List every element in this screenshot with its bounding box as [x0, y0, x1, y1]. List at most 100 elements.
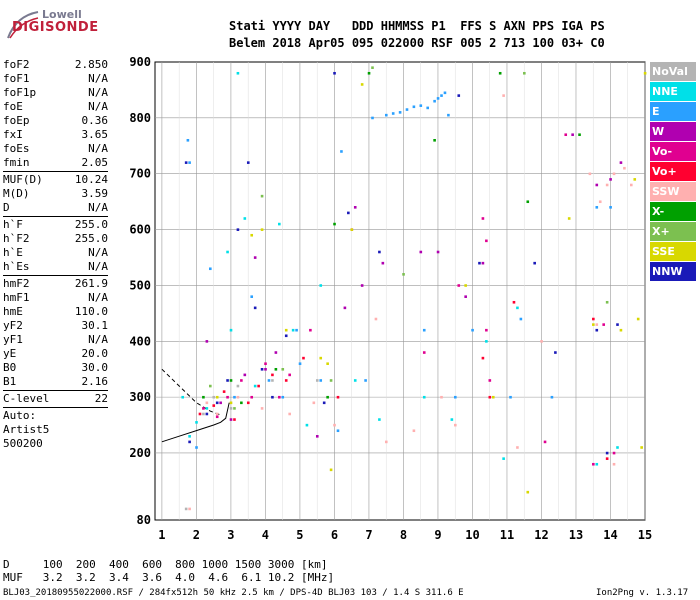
echo-point: [284, 334, 288, 338]
param-value: 20.0: [81, 347, 109, 360]
echo-point: [360, 83, 364, 86]
param-value: 3.59: [81, 187, 109, 200]
echo-point: [481, 356, 485, 360]
legend-item: SSW: [650, 182, 696, 201]
echo-point: [205, 340, 209, 343]
param-row: 500200: [3, 437, 108, 451]
y-tick-label: 700: [129, 167, 151, 181]
param-row: foF1p N/A: [3, 86, 108, 100]
echo-point: [312, 401, 316, 405]
param-row: fmin 2.05: [3, 156, 108, 170]
echo-point: [412, 429, 416, 433]
param-value: 261.9: [74, 277, 108, 290]
param-value: 0.36: [81, 114, 109, 127]
param-key: foF1: [3, 72, 30, 85]
echo-point: [319, 379, 323, 382]
echo-point: [195, 446, 198, 449]
echo-point: [509, 395, 512, 399]
echo-point: [384, 440, 388, 444]
echo-point: [523, 71, 526, 75]
echo-point: [205, 407, 209, 410]
param-key: foEs: [3, 142, 30, 155]
echo-point: [233, 418, 236, 421]
echo-point: [188, 440, 191, 444]
echo-point: [271, 373, 274, 377]
y-tick-label: 80: [137, 513, 151, 527]
echo-point: [422, 351, 426, 354]
echo-point: [271, 395, 274, 399]
echo-point: [526, 200, 530, 204]
param-key: yF1: [3, 333, 23, 346]
param-value: 2.16: [81, 375, 109, 388]
echo-point: [426, 106, 430, 110]
echo-point: [295, 328, 298, 332]
param-value: 2.850: [74, 58, 108, 71]
echo-point: [595, 206, 599, 209]
logo-lowell: Lowell: [42, 8, 82, 21]
echo-point: [619, 328, 623, 332]
x-tick-label: 9: [434, 528, 441, 542]
param-key: hmE: [3, 305, 23, 318]
echo-point: [188, 507, 191, 511]
echo-point: [243, 373, 247, 377]
x-tick-label: 5: [296, 528, 303, 542]
echo-point: [512, 300, 516, 304]
param-row: yF2 30.1: [3, 319, 108, 333]
echo-point: [202, 395, 205, 399]
echo-point: [485, 328, 488, 332]
echo-point: [215, 401, 219, 405]
echo-point: [229, 418, 233, 421]
echo-point: [550, 395, 554, 399]
echo-point: [443, 91, 447, 95]
echo-point: [616, 446, 619, 449]
param-value: N/A: [88, 142, 108, 155]
param-key: M(D): [3, 187, 30, 200]
echo-point: [595, 183, 599, 187]
param-key: foE: [3, 100, 23, 113]
param-row: foEp 0.36: [3, 114, 108, 128]
y-tick-label: 400: [129, 334, 151, 348]
legend-item: NoVal: [650, 62, 696, 81]
legend-item: NNW: [650, 262, 696, 281]
echo-point: [260, 367, 264, 371]
param-row: Artist5: [3, 423, 108, 437]
echo-point: [640, 446, 643, 449]
echo-point: [533, 261, 536, 265]
echo-point: [595, 462, 599, 466]
echo-point: [333, 423, 336, 427]
echo-point: [598, 200, 602, 204]
echo-point: [633, 178, 637, 181]
echo-point: [350, 228, 354, 231]
echo-point: [543, 440, 547, 444]
echo-point: [540, 340, 543, 343]
echo-point: [384, 113, 388, 117]
echo-point: [605, 183, 609, 187]
echo-point: [595, 328, 599, 332]
echo-point: [636, 317, 640, 321]
echo-point: [516, 446, 519, 449]
param-row: D N/A: [3, 201, 108, 215]
param-row: foE N/A: [3, 100, 108, 114]
echo-point: [305, 423, 309, 427]
echo-point: [250, 395, 254, 399]
echo-point: [391, 112, 395, 115]
param-key: foEp: [3, 114, 30, 127]
param-row: C-level 22: [3, 392, 108, 406]
x-tick-label: 6: [331, 528, 338, 542]
echo-point: [519, 317, 523, 321]
echo-point: [184, 507, 188, 511]
echo-point: [381, 261, 385, 265]
echo-point: [284, 379, 288, 382]
echo-point: [371, 66, 374, 69]
param-separator: [3, 407, 108, 408]
echo-point: [595, 323, 599, 326]
param-key: MUF(D): [3, 173, 43, 186]
echo-point: [253, 256, 257, 259]
echo-point: [215, 415, 219, 419]
param-separator: [3, 390, 108, 391]
echo-point: [516, 306, 519, 310]
echo-point: [360, 284, 364, 287]
echo-point: [588, 172, 592, 176]
echo-point: [202, 412, 205, 416]
echo-point: [319, 284, 323, 287]
